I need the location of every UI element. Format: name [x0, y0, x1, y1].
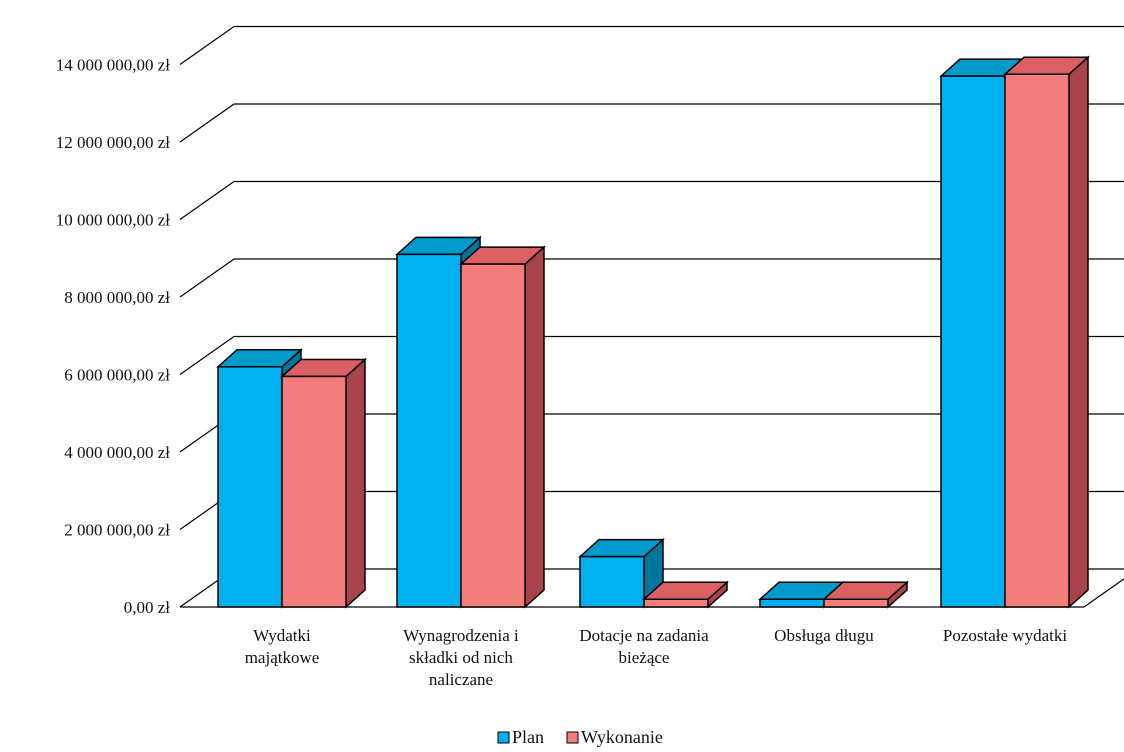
y-tick-label: 4 000 000,00 zł: [64, 443, 170, 462]
y-tick-label: 10 000 000,00 zł: [56, 211, 171, 230]
bar-front-face: [217, 366, 283, 608]
bar-front-face: [759, 598, 825, 608]
gridline-diagonal: [179, 181, 235, 220]
bar-wykonanie-3: [822, 580, 909, 609]
legend-item: Plan: [497, 727, 544, 747]
bar-plan-2: [578, 537, 665, 609]
y-tick-label: 8 000 000,00 zł: [64, 288, 170, 307]
x-category-label: Wynagrodzenia i składki od nich naliczane: [403, 626, 519, 689]
floor-right-edge: [1083, 578, 1124, 608]
bar-front-face: [940, 75, 1006, 608]
legend-item: Wykonanie: [566, 727, 663, 747]
y-tick-label: 12 000 000,00 zł: [56, 133, 171, 152]
bar-front-face: [1004, 73, 1070, 608]
y-tick-label: 0,00 zł: [124, 598, 171, 617]
y-tick-label: 2 000 000,00 zł: [64, 521, 170, 540]
x-category-label: Dotacje na zadania bieżące: [579, 626, 709, 667]
y-tick-label: 14 000 000,00 zł: [56, 56, 171, 75]
x-category-label: Obsługa długu: [774, 626, 874, 645]
bar-front-face: [643, 598, 709, 608]
gridline-diagonal: [179, 26, 235, 65]
gridline-diagonal: [179, 103, 235, 143]
gridline-diagonal: [179, 258, 235, 298]
bar-side-face: [345, 357, 366, 609]
bar-wykonanie-2: [642, 580, 729, 609]
bar-wykonanie-1: [459, 245, 546, 609]
y-tick-label: 6 000 000,00 zł: [64, 366, 170, 385]
gridline-diagonal: [179, 336, 235, 375]
legend: Plan Wykonanie: [497, 727, 663, 747]
bar-front-face: [460, 263, 526, 608]
legend-label: Plan: [512, 727, 544, 747]
x-axis-category-labels: Wydatki majątkowe Wynagrodzenia i składki o…: [245, 626, 1068, 689]
legend-swatch: [566, 731, 579, 744]
bar-wykonanie-0: [280, 357, 367, 609]
x-category-label: Wydatki majątkowe: [245, 626, 320, 667]
bar-side-face: [1068, 55, 1089, 609]
bar-side-face: [524, 245, 545, 609]
bar-front-face: [281, 375, 347, 608]
x-category-label: Pozostałe wydatki: [943, 626, 1067, 645]
bar-front-face: [579, 555, 645, 608]
legend-label: Wykonanie: [581, 727, 663, 747]
legend-swatch: [497, 731, 510, 744]
bar-wykonanie-4: [1003, 55, 1090, 609]
bars: [216, 55, 1090, 609]
bar-front-face: [823, 598, 889, 608]
y-axis-tick-labels: 0,00 zł 2 000 000,00 zł 4 000 000,00 zł 6 0…: [56, 56, 171, 618]
bar-front-face: [396, 253, 462, 608]
